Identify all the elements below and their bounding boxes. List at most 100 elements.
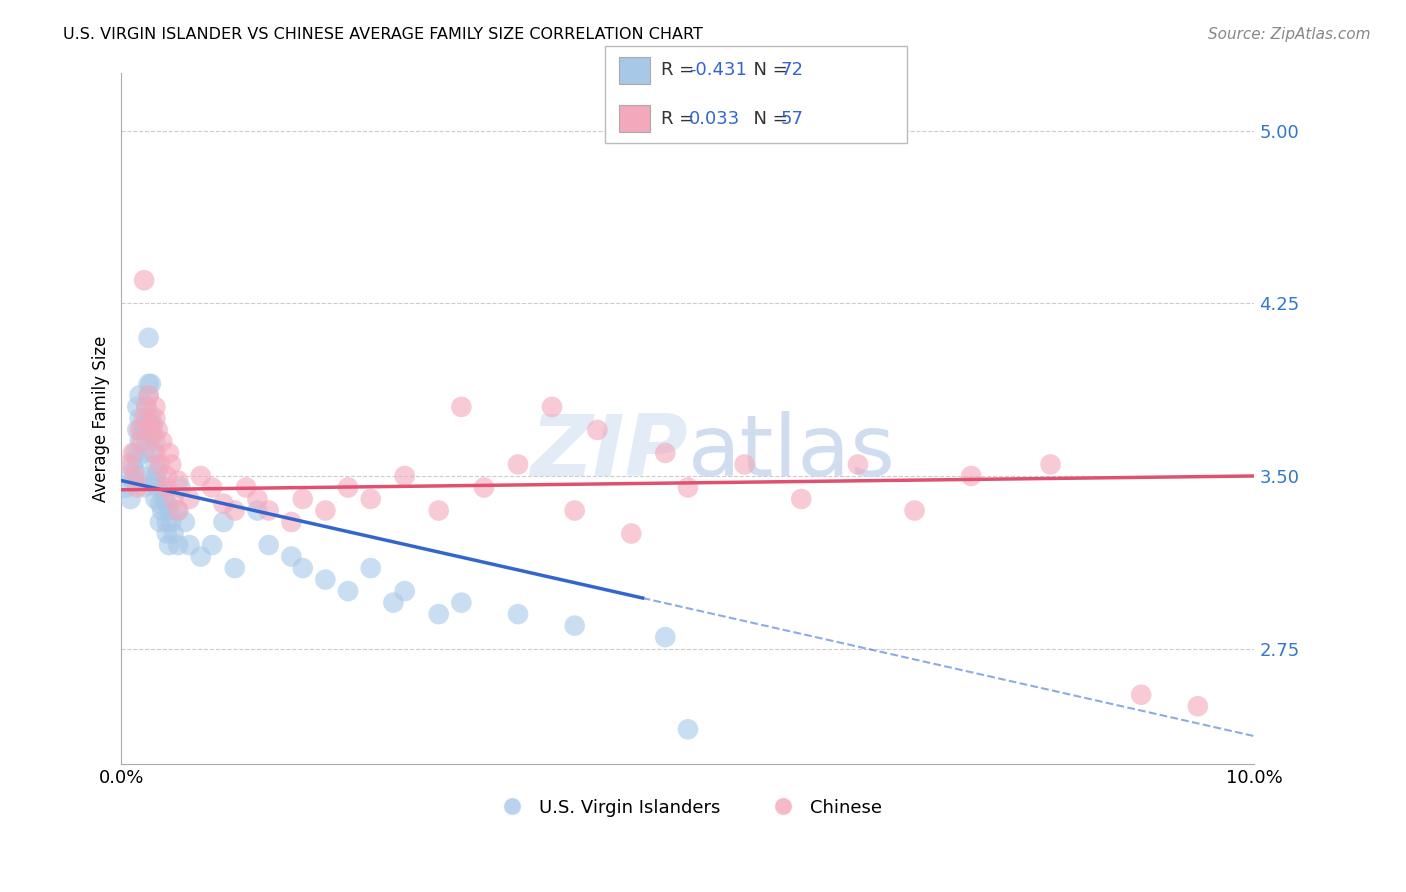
Point: [167, 474, 190, 488]
Point: [160, 515, 183, 529]
Point: [145, 446, 167, 460]
Point: [132, 446, 155, 460]
Point: [790, 491, 813, 506]
Text: U.S. VIRGIN ISLANDER VS CHINESE AVERAGE FAMILY SIZE CORRELATION CHART: U.S. VIRGIN ISLANDER VS CHINESE AVERAGE …: [63, 27, 703, 42]
Point: [427, 607, 450, 621]
Point: [382, 596, 405, 610]
Point: [121, 458, 143, 472]
Point: [162, 526, 184, 541]
Point: [135, 400, 157, 414]
Point: [291, 491, 314, 506]
Text: R =: R =: [661, 110, 700, 128]
Point: [150, 434, 173, 449]
Point: [201, 481, 224, 495]
Point: [620, 526, 643, 541]
Point: [472, 481, 495, 495]
Point: [124, 446, 146, 460]
Text: Source: ZipAtlas.com: Source: ZipAtlas.com: [1208, 27, 1371, 42]
Point: [257, 503, 280, 517]
Point: [360, 491, 382, 506]
Point: [145, 411, 167, 425]
Point: [190, 549, 212, 564]
Point: [212, 515, 235, 529]
Text: 0.033: 0.033: [689, 110, 740, 128]
Point: [145, 469, 167, 483]
Point: [190, 469, 212, 483]
Point: [117, 469, 139, 483]
Point: [654, 630, 676, 644]
Point: [139, 418, 162, 433]
Point: [149, 458, 172, 472]
Point: [846, 458, 869, 472]
Point: [224, 561, 246, 575]
Point: [246, 491, 269, 506]
Point: [676, 481, 699, 495]
Point: [138, 388, 160, 402]
Point: [156, 469, 179, 483]
Y-axis label: Average Family Size: Average Family Size: [93, 335, 110, 501]
Point: [135, 400, 157, 414]
Point: [280, 549, 302, 564]
Point: [1130, 688, 1153, 702]
Point: [142, 418, 165, 433]
Point: [1187, 699, 1209, 714]
Point: [128, 423, 150, 437]
Point: [337, 481, 360, 495]
Point: [156, 481, 179, 495]
Point: [146, 464, 169, 478]
Point: [586, 423, 609, 437]
Point: [131, 434, 153, 449]
Point: [145, 400, 167, 414]
Point: [201, 538, 224, 552]
Point: [157, 538, 180, 552]
Point: [156, 526, 179, 541]
Point: [127, 481, 149, 495]
Point: [235, 481, 257, 495]
Legend: U.S. Virgin Islanders, Chinese: U.S. Virgin Islanders, Chinese: [486, 791, 890, 824]
Point: [142, 446, 165, 460]
Text: ZIP: ZIP: [530, 411, 688, 494]
Point: [167, 503, 190, 517]
Point: [139, 376, 162, 391]
Text: R =: R =: [661, 62, 700, 79]
Point: [127, 423, 149, 437]
Point: [450, 596, 472, 610]
Point: [124, 469, 146, 483]
Point: [153, 491, 176, 506]
Point: [960, 469, 983, 483]
Point: [150, 481, 173, 495]
Text: 72: 72: [780, 62, 803, 79]
Point: [160, 458, 183, 472]
Point: [131, 469, 153, 483]
Text: N =: N =: [742, 110, 794, 128]
Point: [212, 497, 235, 511]
Point: [280, 515, 302, 529]
Point: [149, 497, 172, 511]
Point: [115, 481, 138, 495]
Point: [117, 458, 139, 472]
Point: [149, 515, 172, 529]
Point: [654, 446, 676, 460]
Point: [734, 458, 756, 472]
Point: [1039, 458, 1062, 472]
Point: [156, 497, 179, 511]
Point: [138, 376, 160, 391]
Point: [314, 573, 336, 587]
Point: [169, 481, 191, 495]
Text: 57: 57: [780, 110, 803, 128]
Text: N =: N =: [742, 62, 794, 79]
Point: [506, 607, 529, 621]
Point: [128, 411, 150, 425]
Point: [541, 400, 564, 414]
Point: [394, 584, 416, 599]
Point: [132, 427, 155, 442]
Point: [135, 411, 157, 425]
Point: [150, 503, 173, 517]
Point: [427, 503, 450, 517]
Point: [146, 423, 169, 437]
Point: [139, 411, 162, 425]
Point: [132, 411, 155, 425]
Point: [132, 418, 155, 433]
Point: [291, 561, 314, 575]
Point: [120, 491, 142, 506]
